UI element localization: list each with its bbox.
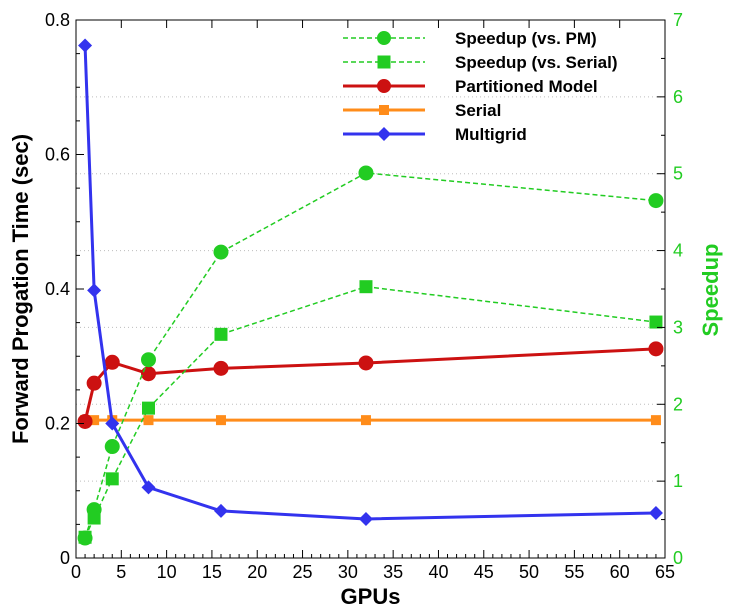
data-point <box>650 415 661 426</box>
data-point <box>105 472 119 486</box>
x-tick-label: 65 <box>655 562 675 582</box>
y-right-tick-label: 4 <box>673 241 683 261</box>
data-point <box>141 480 156 495</box>
series-partitioned-model <box>77 341 664 429</box>
series-speedup-vs-pm <box>77 165 664 546</box>
legend-item: Serial <box>343 101 501 120</box>
series-serial <box>80 415 661 426</box>
legend-item: Speedup (vs. PM) <box>343 29 597 48</box>
legend-marker <box>377 55 391 69</box>
y-right-tick-label: 0 <box>673 548 683 568</box>
legend-label: Serial <box>455 101 501 120</box>
data-point <box>86 375 102 391</box>
data-point <box>358 165 374 181</box>
series-line <box>84 172 657 539</box>
y-left-tick-label: 0 <box>60 548 70 568</box>
y-left-tick-label: 0.2 <box>45 414 70 434</box>
x-tick-label: 35 <box>383 562 403 582</box>
data-point <box>140 366 156 382</box>
y-left-tick-label: 0.6 <box>45 145 70 165</box>
data-point <box>360 415 371 426</box>
data-point <box>649 315 663 329</box>
data-point <box>143 415 154 426</box>
y-right-axis-title: Speedup <box>698 244 723 337</box>
data-point <box>104 354 120 370</box>
y-left-tick-label: 0.4 <box>45 279 70 299</box>
data-point <box>213 360 229 376</box>
data-point <box>140 352 156 368</box>
y-right-tick-label: 5 <box>673 164 683 184</box>
legend-marker <box>379 105 389 115</box>
data-point <box>648 341 664 357</box>
series-layer <box>77 38 664 546</box>
legend-marker <box>377 79 391 93</box>
y-right-tick-label: 2 <box>673 394 683 414</box>
legend-marker <box>377 31 391 45</box>
data-point <box>78 38 93 53</box>
x-tick-label: 40 <box>428 562 448 582</box>
x-tick-label: 10 <box>157 562 177 582</box>
data-point <box>213 244 229 260</box>
series-multigrid <box>78 38 663 526</box>
x-axis-title: GPUs <box>341 584 401 609</box>
x-tick-label: 5 <box>116 562 126 582</box>
x-tick-label: 0 <box>71 562 81 582</box>
y-right-tick-label: 1 <box>673 471 683 491</box>
data-point <box>87 511 101 525</box>
y-right-tick-label: 6 <box>673 87 683 107</box>
data-point <box>104 439 120 455</box>
y-left-axis-title: Forward Progation Time (sec) <box>8 134 33 444</box>
data-point <box>359 280 373 294</box>
data-point <box>213 503 228 518</box>
legend-label: Speedup (vs. PM) <box>455 29 597 48</box>
legend-item: Multigrid <box>343 125 527 144</box>
y-left-tick-label: 0.8 <box>45 10 70 30</box>
x-tick-label: 20 <box>247 562 267 582</box>
data-point <box>141 401 155 415</box>
legend-marker <box>377 127 391 141</box>
data-point <box>358 511 373 526</box>
legend-item: Speedup (vs. Serial) <box>343 53 618 72</box>
y-right-tick-label: 3 <box>673 317 683 337</box>
data-point <box>78 530 92 544</box>
legend: Speedup (vs. PM) Speedup (vs. Serial) Part… <box>343 29 618 144</box>
series-line <box>84 285 657 538</box>
x-tick-label: 45 <box>474 562 494 582</box>
x-tick-label: 15 <box>202 562 222 582</box>
data-point <box>648 505 663 520</box>
data-point <box>77 413 93 429</box>
data-point <box>105 416 120 431</box>
data-point <box>215 415 226 426</box>
x-tick-label: 30 <box>338 562 358 582</box>
legend-label: Speedup (vs. Serial) <box>455 53 618 72</box>
y-right-tick-label: 7 <box>673 10 683 30</box>
data-point <box>648 193 664 209</box>
data-point <box>358 355 374 371</box>
x-tick-label: 55 <box>564 562 584 582</box>
legend-label: Partitioned Model <box>455 77 598 96</box>
x-tick-label: 25 <box>293 562 313 582</box>
data-point <box>89 415 100 426</box>
x-tick-label: 60 <box>610 562 630 582</box>
x-tick-label: 50 <box>519 562 539 582</box>
axes: 0 5 10 15 20 25 30 35 40 45 50 55 60 6500.20.40.60.80… <box>45 10 683 582</box>
series-speedup-vs-serial <box>78 280 663 544</box>
legend-item: Partitioned Model <box>343 77 598 96</box>
data-point <box>214 327 228 341</box>
data-point <box>87 283 102 298</box>
legend-label: Multigrid <box>455 125 527 144</box>
